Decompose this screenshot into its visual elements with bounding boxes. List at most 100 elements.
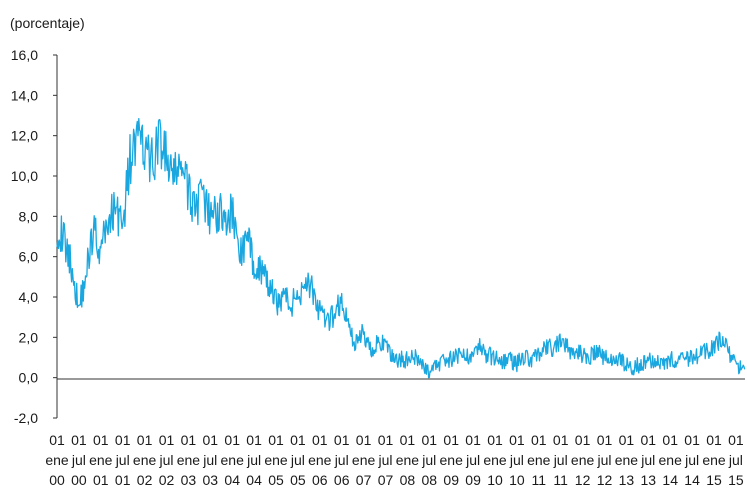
- x-tick-label: 02: [159, 472, 175, 488]
- x-tick-label: 01: [509, 432, 525, 448]
- x-tick-label: jul: [728, 452, 743, 468]
- x-tick-label: jul: [553, 452, 568, 468]
- x-tick-label: 01: [400, 432, 416, 448]
- x-tick-label: ene: [659, 452, 683, 468]
- y-tick-label: 10,0: [11, 168, 38, 184]
- x-tick-label: 01: [597, 432, 613, 448]
- x-tick-label: jul: [509, 452, 524, 468]
- x-tick-label: 07: [356, 472, 372, 488]
- x-tick-label: 01: [312, 432, 328, 448]
- x-tick-label: ene: [483, 452, 507, 468]
- x-tick-label: 12: [597, 472, 613, 488]
- x-tick-label: 01: [224, 432, 240, 448]
- x-tick-label: jul: [202, 452, 217, 468]
- x-tick-label: jul: [377, 452, 392, 468]
- x-tick-label: 01: [662, 432, 678, 448]
- x-tick-label: jul: [246, 452, 261, 468]
- x-tick-label: 01: [268, 432, 284, 448]
- x-tick-label: jul: [421, 452, 436, 468]
- x-tick-label: 01: [706, 432, 722, 448]
- x-tick-label: ene: [264, 452, 288, 468]
- x-tick-label: jul: [71, 452, 86, 468]
- x-tick-label: 01: [531, 432, 547, 448]
- x-tick-label: jul: [158, 452, 173, 468]
- x-tick-label: 01: [115, 432, 131, 448]
- x-tick-label: 08: [400, 472, 416, 488]
- x-tick-label: 14: [662, 472, 678, 488]
- x-tick-label: jul: [115, 452, 130, 468]
- x-tick-label: jul: [640, 452, 655, 468]
- x-tick-label: 01: [378, 432, 394, 448]
- y-tick-label: 12,0: [11, 128, 38, 144]
- x-tick-label: 01: [575, 432, 591, 448]
- x-tick-label: 12: [575, 472, 591, 488]
- x-tick-label: ene: [527, 452, 551, 468]
- x-tick-label: 01: [137, 432, 153, 448]
- y-axis-ticks: 16,0 14,0 12,0 10,0 8,0 6,0 4,0 2,0 0,0 -2,0: [11, 47, 57, 426]
- y-tick-label: 6,0: [19, 249, 39, 265]
- x-tick-label: 01: [49, 432, 65, 448]
- x-tick-label: 11: [553, 472, 568, 488]
- x-tick-label: 04: [224, 472, 240, 488]
- x-tick-label: 01: [641, 432, 657, 448]
- x-tick-label: ene: [440, 452, 464, 468]
- x-tick-label: 04: [246, 472, 262, 488]
- x-tick-label: 01: [443, 432, 459, 448]
- x-tick-label: 01: [422, 432, 438, 448]
- x-tick-label: 13: [619, 472, 635, 488]
- x-tick-label: 01: [181, 432, 197, 448]
- x-tick-label: 11: [532, 472, 547, 488]
- y-tick-label: 0,0: [19, 370, 39, 386]
- x-tick-label: 01: [684, 432, 700, 448]
- x-tick-label: 03: [181, 472, 197, 488]
- x-tick-label: 05: [290, 472, 306, 488]
- x-tick-label: ene: [352, 452, 376, 468]
- x-tick-label: ene: [571, 452, 595, 468]
- y-tick-label: 16,0: [11, 47, 38, 63]
- x-tick-label: ene: [308, 452, 332, 468]
- x-tick-label: 05: [268, 472, 284, 488]
- x-tick-label: 15: [706, 472, 722, 488]
- x-tick-label: 10: [487, 472, 503, 488]
- x-tick-label: jul: [684, 452, 699, 468]
- x-tick-label: ene: [177, 452, 201, 468]
- x-tick-label: 06: [334, 472, 350, 488]
- x-tick-label: ene: [133, 452, 157, 468]
- x-tick-label: ene: [396, 452, 420, 468]
- x-tick-label: 01: [334, 432, 350, 448]
- x-tick-label: 07: [378, 472, 394, 488]
- x-tick-label: ene: [702, 452, 726, 468]
- x-tick-label: jul: [334, 452, 349, 468]
- x-tick-label: ene: [615, 452, 639, 468]
- x-tick-label: 01: [93, 472, 109, 488]
- x-tick-label: 08: [422, 472, 438, 488]
- x-tick-label: jul: [290, 452, 305, 468]
- x-tick-label: 01: [159, 432, 175, 448]
- x-tick-label: 01: [93, 432, 109, 448]
- x-tick-label: 01: [246, 432, 262, 448]
- y-axis-title: (porcentaje): [10, 15, 85, 31]
- y-tick-label: 8,0: [19, 208, 39, 224]
- x-tick-label: 09: [465, 472, 481, 488]
- x-axis-ticks: 01ene0001jul0001ene0101jul0101ene0201jul…: [45, 432, 744, 488]
- x-tick-label: ene: [45, 452, 69, 468]
- x-tick-label: 01: [553, 432, 569, 448]
- x-tick-label: 06: [312, 472, 328, 488]
- y-tick-label: 4,0: [19, 289, 39, 305]
- x-tick-label: 01: [203, 432, 219, 448]
- x-tick-label: 02: [137, 472, 153, 488]
- y-tick-label: 2,0: [19, 329, 39, 345]
- x-tick-label: 13: [641, 472, 657, 488]
- x-tick-label: 00: [71, 472, 87, 488]
- x-tick-label: 01: [728, 432, 744, 448]
- x-tick-label: 01: [71, 432, 87, 448]
- x-tick-label: jul: [465, 452, 480, 468]
- series-line: [56, 117, 746, 379]
- x-tick-label: 14: [684, 472, 700, 488]
- x-tick-label: ene: [89, 452, 113, 468]
- x-tick-label: 15: [728, 472, 744, 488]
- x-tick-label: 10: [509, 472, 525, 488]
- x-tick-label: 00: [49, 472, 65, 488]
- x-tick-label: 09: [443, 472, 459, 488]
